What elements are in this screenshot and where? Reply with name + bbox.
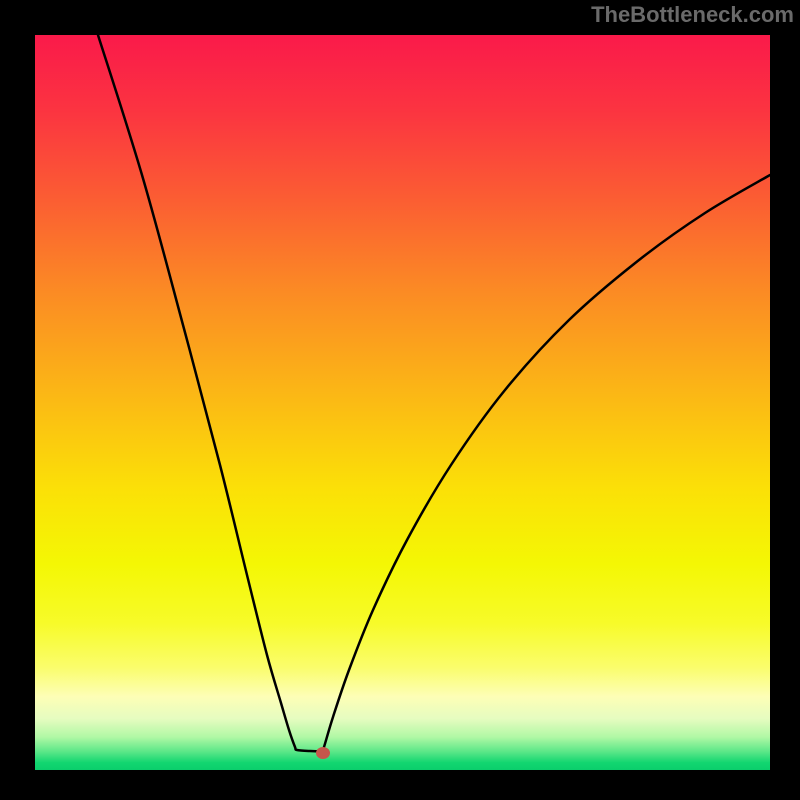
curve-svg [35,35,770,770]
plot-area [35,35,770,770]
watermark-text: TheBottleneck.com [591,2,794,28]
bottleneck-marker [316,747,330,759]
bottleneck-curve [98,35,770,751]
